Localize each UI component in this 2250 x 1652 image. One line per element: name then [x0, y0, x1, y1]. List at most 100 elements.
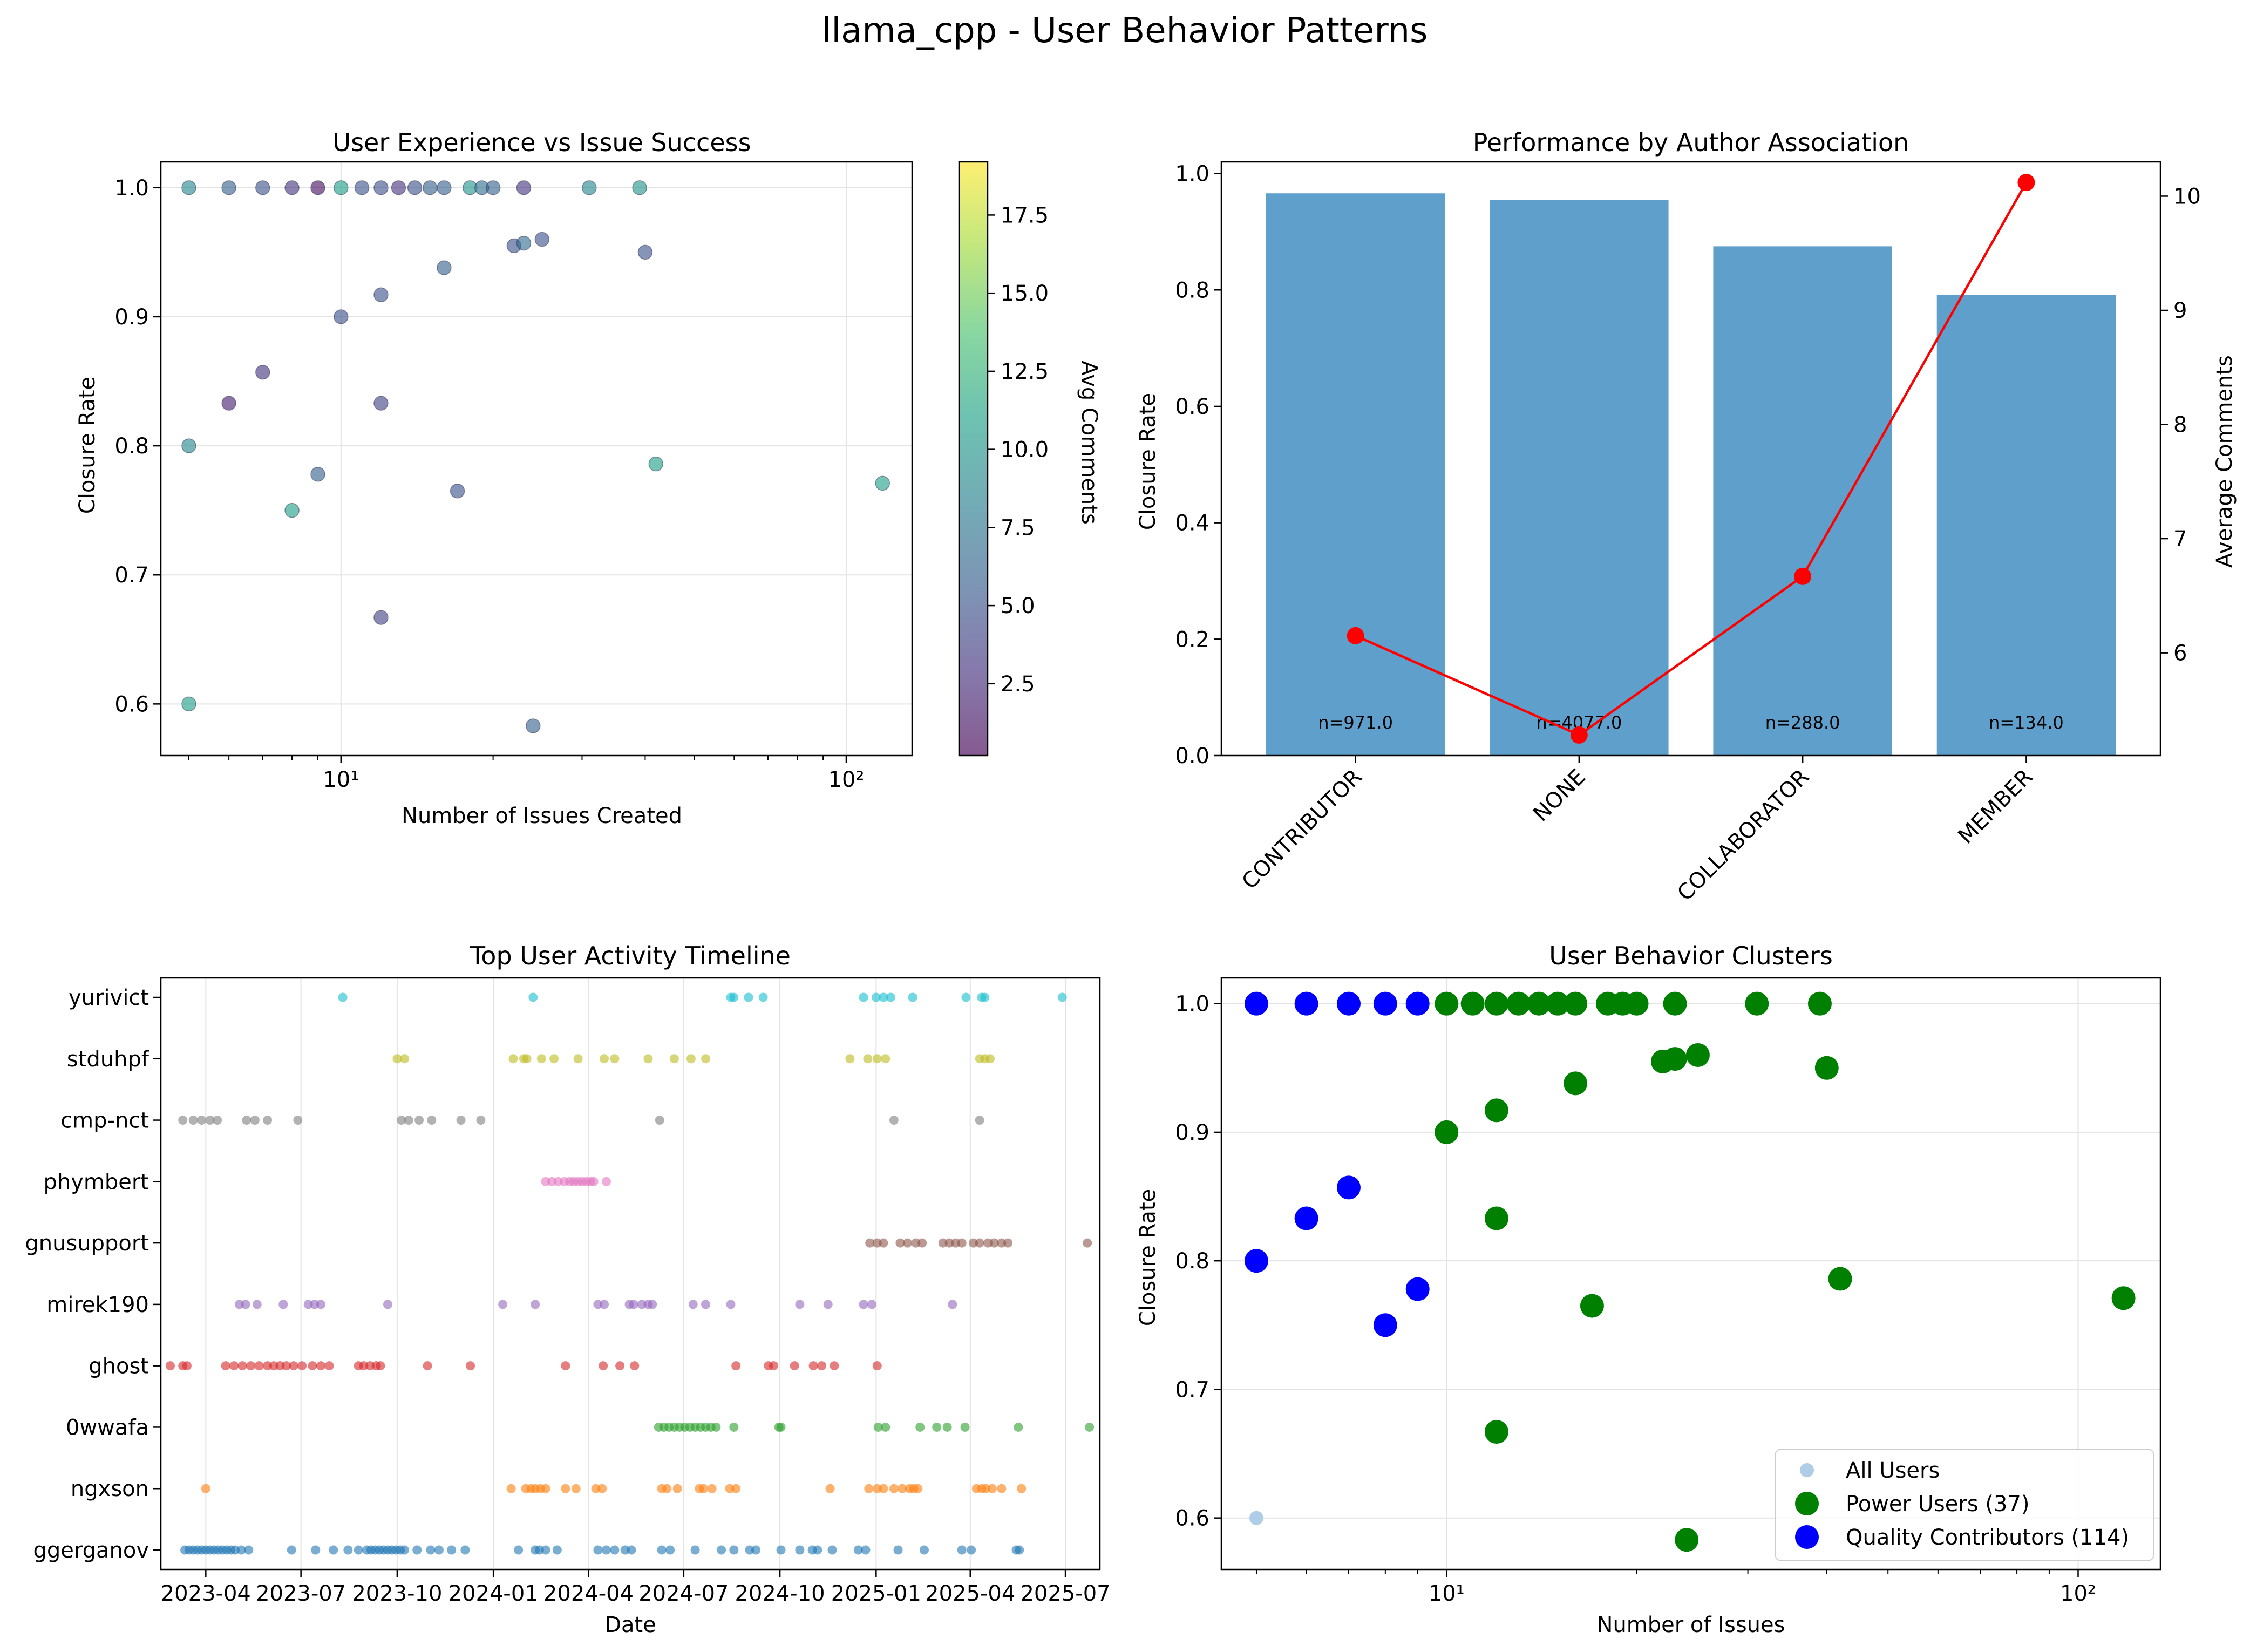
activity-point [423, 1361, 432, 1371]
cluster-point [1249, 1511, 1263, 1525]
y-tick-label: 0.2 [1175, 627, 1209, 652]
colorbar-tick-label: 10.0 [1001, 438, 1049, 463]
activity-point [758, 992, 768, 1002]
activity-point [969, 1238, 978, 1248]
data-point [450, 484, 465, 499]
chart-user-experience: User Experience vs Issue Success Number … [75, 128, 1102, 828]
data-point [181, 438, 196, 453]
bar-count-label: n=971.0 [1318, 712, 1393, 733]
activity-point [975, 1238, 984, 1248]
data-point [391, 180, 406, 195]
activity-point [310, 1300, 320, 1309]
activity-point [182, 1361, 192, 1371]
activity-point [165, 1361, 175, 1371]
y2-tick-label: 10 [2173, 184, 2201, 209]
activity-point [1017, 1484, 1027, 1493]
activity-point [392, 1054, 402, 1064]
cluster-point [1546, 991, 1570, 1016]
activity-point [729, 1545, 739, 1555]
activity-point [729, 1422, 739, 1432]
activity-point [711, 1422, 721, 1432]
data-point [334, 309, 349, 324]
activity-point [561, 1361, 570, 1371]
data-point [373, 287, 389, 303]
activity-point [573, 1054, 583, 1064]
colorbar-tick-label: 7.5 [1001, 515, 1035, 540]
cluster-point [1373, 991, 1397, 1016]
avg-comments-point [2017, 174, 2035, 192]
cluster-point [1814, 1056, 1839, 1080]
activity-point [426, 1545, 436, 1555]
activity-point [303, 1300, 313, 1309]
activity-point [205, 1116, 215, 1125]
cluster-point [1527, 991, 1551, 1016]
y-tick-label: ngxson [71, 1477, 149, 1501]
avg-comments-point [1570, 726, 1588, 744]
activity-point [948, 1300, 957, 1309]
y-tick-label: 1.0 [1175, 992, 1209, 1017]
data-point [255, 180, 270, 195]
activity-point [1085, 1422, 1095, 1432]
avg-comments-point [1347, 627, 1364, 644]
x-tick-label: 2025-07 [1020, 1581, 1110, 1606]
activity-point [1057, 992, 1067, 1002]
activity-point [881, 1054, 891, 1064]
legend-label: Power Users (37) [1846, 1492, 2030, 1517]
cluster-point [1244, 1249, 1268, 1273]
activity-point [541, 1484, 550, 1493]
activity-point [769, 1361, 778, 1371]
activity-point [861, 1545, 871, 1555]
legend-box [1775, 1449, 2154, 1561]
activity-point [701, 1300, 711, 1309]
activity-point [898, 1484, 907, 1493]
activity-point [601, 1545, 611, 1555]
activity-point [825, 1484, 835, 1493]
activity-point [987, 1484, 997, 1493]
cluster-point [1807, 991, 1832, 1016]
activity-point [427, 1116, 437, 1125]
activity-point [229, 1361, 239, 1371]
avg-comments-point [1794, 567, 1812, 585]
y-tick-label: 0.8 [1175, 1249, 1209, 1274]
legend-label: All Users [1846, 1458, 1940, 1483]
activity-point [795, 1545, 805, 1555]
activity-point [263, 1361, 273, 1371]
cluster-point [1460, 991, 1485, 1016]
data-point [516, 235, 532, 251]
x-axis-label: Number of Issues Created [402, 804, 682, 828]
activity-point [873, 1422, 883, 1432]
y-tick-label: 0.7 [114, 563, 149, 588]
axes-frame [160, 161, 913, 757]
colorbar-frame [958, 161, 989, 757]
activity-point [593, 1300, 603, 1309]
y-tick-label: gnusupport [25, 1231, 149, 1256]
y-tick-label: ghost [89, 1354, 149, 1379]
data-point [407, 180, 423, 195]
activity-point [241, 1300, 250, 1309]
bar-count-label: n=134.0 [1989, 712, 2064, 733]
activity-point [997, 1238, 1007, 1248]
activity-point [886, 992, 895, 1002]
data-point [437, 180, 452, 195]
y-tick-label: cmp-nct [60, 1109, 149, 1133]
cluster-point [1484, 991, 1508, 1016]
activity-point [221, 1361, 230, 1371]
data-point [648, 456, 664, 472]
legend-marker [1795, 1525, 1819, 1549]
cluster-point [1294, 1206, 1318, 1230]
activity-point [1083, 1238, 1092, 1248]
figure-title: llama_cpp - User Behavior Patterns [822, 11, 1428, 51]
colorbar [959, 162, 988, 756]
activity-point [293, 1116, 303, 1125]
activity-point [246, 1361, 256, 1371]
colorbar-label: Avg Comments [1077, 361, 1102, 525]
activity-point [729, 992, 739, 1002]
activity-point [871, 992, 881, 1002]
y-axis-label: Closure Rate [1136, 393, 1160, 530]
y-tick-label: yurivict [69, 985, 149, 1010]
activity-point [717, 1545, 726, 1555]
avg-comments-line [1355, 181, 2028, 737]
data-point [422, 180, 438, 195]
activity-point [657, 1545, 667, 1555]
